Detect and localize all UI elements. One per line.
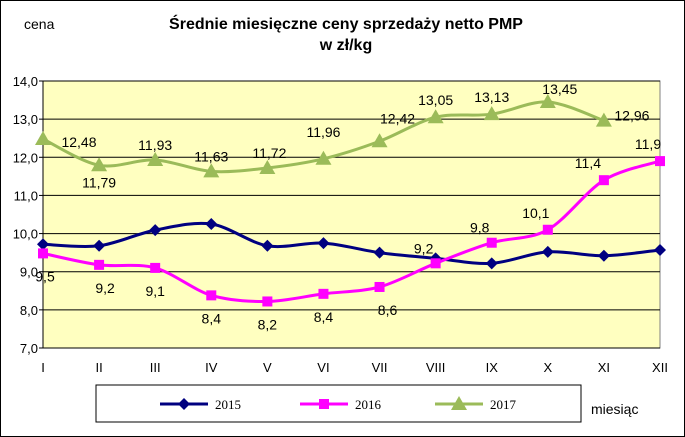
data-point-2016 [655,156,665,167]
data-point-2017 [427,109,444,124]
data-point-2016 [542,224,553,235]
chart-title: Średnie miesięczne ceny sprzedaży netto … [169,14,523,33]
data-label-2016: 9,2 [95,280,115,296]
y-tick-label: 10,0 [13,227,38,242]
data-label-2017: 13,05 [418,92,453,108]
data-point-2015 [541,245,554,258]
data-point-2017 [371,133,388,148]
data-label-2016: 9,1 [145,283,165,299]
data-point-2016 [486,237,497,248]
y-tick-label: 8,0 [20,303,38,318]
chart-subtitle: w zł/kg [319,37,372,54]
data-point-2016 [374,281,385,292]
data-label-2016: 8,2 [258,316,278,332]
data-point-2017 [147,151,164,166]
data-point-2015 [93,239,106,252]
data-point-2017 [539,93,556,108]
x-tick-label: III [150,360,161,375]
data-point-2015 [597,249,610,262]
x-tick-label: IX [486,360,499,375]
data-point-2015 [205,218,218,231]
data-label-2016: 9,5 [35,268,55,284]
x-axis-label: miesiąc [591,401,638,417]
legend-items: 2015 2016 2017 [160,396,517,412]
data-label-2016: 8,4 [202,310,222,326]
data-point-2017 [203,163,220,178]
data-label-2016: 10,1 [522,205,549,221]
x-tick-label: XII [652,360,668,375]
data-point-2016 [206,290,217,301]
data-label-2017: 11,63 [194,148,228,164]
series-group [35,93,666,307]
data-point-2017 [315,150,332,165]
data-label-2017: 13,45 [542,81,577,97]
data-point-2017 [259,159,276,174]
legend-marker [319,399,329,409]
data-label-2016: 9,8 [470,220,490,236]
data-point-2015 [149,224,162,237]
x-tick-label: II [95,360,102,375]
data-label-2017: 12,96 [614,108,649,124]
data-point-2015 [654,243,666,256]
y-tick-label: 12,0 [13,150,38,165]
y-axis-label: cena [24,16,55,32]
y-tick-label: 9,0 [20,265,38,280]
x-tick-label: VIII [426,360,446,375]
data-label-2017: 11,72 [252,145,286,161]
y-tick-label: 7,0 [20,341,38,356]
legend-marker [178,398,190,410]
data-labels-group: 9,5 9,2 9,1 8,4 8,2 8,4 8,6 9,2 9,8 10,1 11,4 11,9 1… [35,81,661,332]
data-label-2016: 8,6 [378,302,398,318]
grid-lines [42,80,660,349]
y-tick-label: 11,0 [14,188,38,203]
x-tick-label: I [41,360,45,375]
legend-label: 2015 [215,397,241,412]
x-axis-ticks: I II III IV V VI VII VIII IX X XI XII [41,360,668,375]
legend-label: 2017 [490,397,517,412]
data-label-2016: 11,9 [635,136,661,152]
data-label-2017: 12,42 [380,110,415,126]
data-point-2015 [317,237,330,250]
data-point-2016 [430,258,441,269]
data-point-2015 [261,239,274,252]
data-point-2017 [35,130,51,145]
x-tick-label: XI [598,360,610,375]
x-tick-label: IV [205,360,218,375]
data-point-2016 [318,288,329,299]
data-point-2017 [91,157,108,172]
legend-label: 2016 [355,397,382,412]
plot-area [42,80,661,349]
data-label-2017: 11,93 [138,137,172,153]
data-label-2017: 11,96 [306,124,340,140]
data-label-2017: 13,13 [474,89,509,105]
x-tick-label: V [263,360,272,375]
data-point-2015 [37,238,49,251]
data-point-2015 [373,246,386,259]
y-tick-label: 13,0 [13,112,38,127]
data-point-2015 [485,257,498,270]
data-point-2016 [94,259,105,270]
data-point-2016 [38,248,48,259]
data-point-2017 [595,112,612,127]
data-point-2016 [598,175,609,186]
y-axis-ticks: 7,0 8,0 9,0 10,0 11,0 12,0 13,0 14,0 [13,74,43,356]
data-label-2016: 11,4 [575,155,601,171]
data-point-2016 [262,296,273,307]
y-tick-label: 14,0 [13,74,38,89]
data-point-2017 [483,106,500,121]
x-tick-label: X [543,360,552,375]
data-label-2017: 11,79 [82,174,116,190]
legend-marker [451,396,467,410]
data-label-2017: 12,48 [61,134,96,150]
x-tick-label: VII [372,360,388,375]
data-point-2016 [150,262,161,273]
data-label-2016: 8,4 [314,309,334,325]
x-tick-label: VI [317,360,329,375]
data-label-2016: 9,2 [414,240,434,256]
